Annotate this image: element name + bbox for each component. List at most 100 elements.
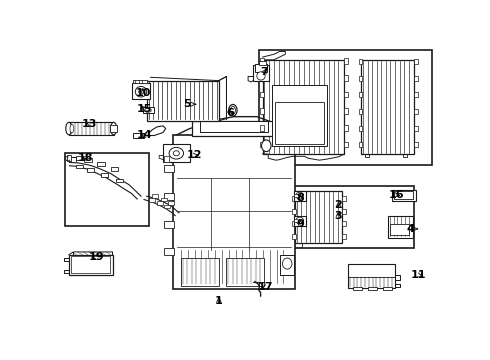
- Ellipse shape: [296, 192, 303, 199]
- Bar: [164, 156, 170, 162]
- Bar: [388, 216, 413, 238]
- Bar: [259, 50, 432, 165]
- Text: 2: 2: [335, 201, 343, 210]
- Ellipse shape: [229, 104, 237, 116]
- Bar: [292, 234, 296, 239]
- Bar: [110, 125, 118, 132]
- Text: 6: 6: [226, 108, 234, 118]
- Bar: [161, 198, 167, 201]
- Ellipse shape: [296, 217, 303, 224]
- Ellipse shape: [173, 151, 179, 156]
- Bar: [353, 287, 362, 291]
- Bar: [164, 221, 174, 228]
- Ellipse shape: [169, 148, 184, 159]
- Bar: [272, 85, 327, 146]
- Bar: [344, 108, 348, 114]
- Bar: [200, 121, 268, 132]
- Bar: [390, 224, 409, 235]
- Bar: [168, 201, 173, 204]
- Bar: [263, 60, 344, 154]
- Bar: [359, 109, 363, 114]
- Ellipse shape: [230, 107, 235, 114]
- Bar: [135, 80, 139, 82]
- Bar: [359, 92, 363, 97]
- Bar: [75, 165, 82, 168]
- Bar: [84, 158, 92, 162]
- Bar: [164, 193, 174, 200]
- Text: 1: 1: [215, 296, 223, 306]
- Bar: [289, 186, 415, 248]
- Text: 5: 5: [183, 99, 196, 109]
- Ellipse shape: [139, 90, 143, 94]
- Text: 9: 9: [296, 219, 304, 229]
- Bar: [164, 205, 170, 208]
- Bar: [295, 242, 302, 247]
- Bar: [292, 196, 296, 201]
- Bar: [116, 179, 123, 183]
- Bar: [383, 287, 392, 291]
- Bar: [142, 80, 147, 82]
- Bar: [344, 75, 348, 81]
- Bar: [359, 126, 363, 131]
- Bar: [164, 165, 174, 172]
- Ellipse shape: [257, 72, 265, 80]
- Text: 12: 12: [187, 150, 203, 161]
- Bar: [164, 248, 174, 255]
- Bar: [75, 156, 83, 159]
- Bar: [69, 255, 113, 275]
- Bar: [192, 121, 276, 136]
- Text: 14: 14: [137, 130, 152, 140]
- Bar: [415, 109, 418, 114]
- Bar: [181, 258, 219, 286]
- Bar: [260, 141, 264, 147]
- Bar: [344, 141, 348, 147]
- Text: 4: 4: [407, 224, 417, 234]
- Bar: [342, 234, 346, 239]
- Bar: [143, 107, 153, 113]
- Bar: [259, 61, 266, 66]
- Ellipse shape: [262, 140, 271, 152]
- Bar: [147, 81, 219, 121]
- Ellipse shape: [70, 125, 74, 133]
- Bar: [415, 142, 418, 147]
- Ellipse shape: [135, 86, 147, 97]
- Ellipse shape: [145, 108, 151, 112]
- Bar: [98, 162, 105, 166]
- Bar: [260, 75, 264, 81]
- Bar: [292, 221, 296, 226]
- Bar: [151, 194, 158, 198]
- Ellipse shape: [282, 258, 292, 269]
- Bar: [295, 205, 302, 211]
- Ellipse shape: [111, 122, 117, 135]
- Text: 15: 15: [137, 104, 152, 114]
- Bar: [255, 64, 267, 72]
- Bar: [342, 209, 346, 214]
- Bar: [87, 168, 94, 172]
- Text: 8: 8: [296, 193, 304, 203]
- Bar: [292, 209, 296, 214]
- Bar: [361, 60, 415, 154]
- Bar: [348, 264, 395, 288]
- Bar: [280, 255, 294, 275]
- Ellipse shape: [66, 122, 72, 135]
- Bar: [260, 125, 264, 131]
- Bar: [133, 80, 147, 84]
- Bar: [415, 92, 418, 97]
- Text: 3: 3: [335, 211, 343, 221]
- Bar: [65, 153, 148, 226]
- Text: 7: 7: [261, 67, 269, 77]
- Bar: [295, 191, 342, 243]
- Bar: [294, 219, 298, 222]
- Bar: [101, 173, 108, 177]
- Bar: [163, 144, 190, 162]
- Text: 10: 10: [135, 88, 150, 98]
- Bar: [294, 194, 298, 197]
- Bar: [67, 156, 71, 161]
- Bar: [359, 142, 363, 147]
- Bar: [294, 191, 306, 201]
- Bar: [344, 92, 348, 97]
- Bar: [294, 216, 306, 226]
- Bar: [342, 221, 346, 226]
- Bar: [111, 167, 118, 171]
- Bar: [359, 76, 363, 81]
